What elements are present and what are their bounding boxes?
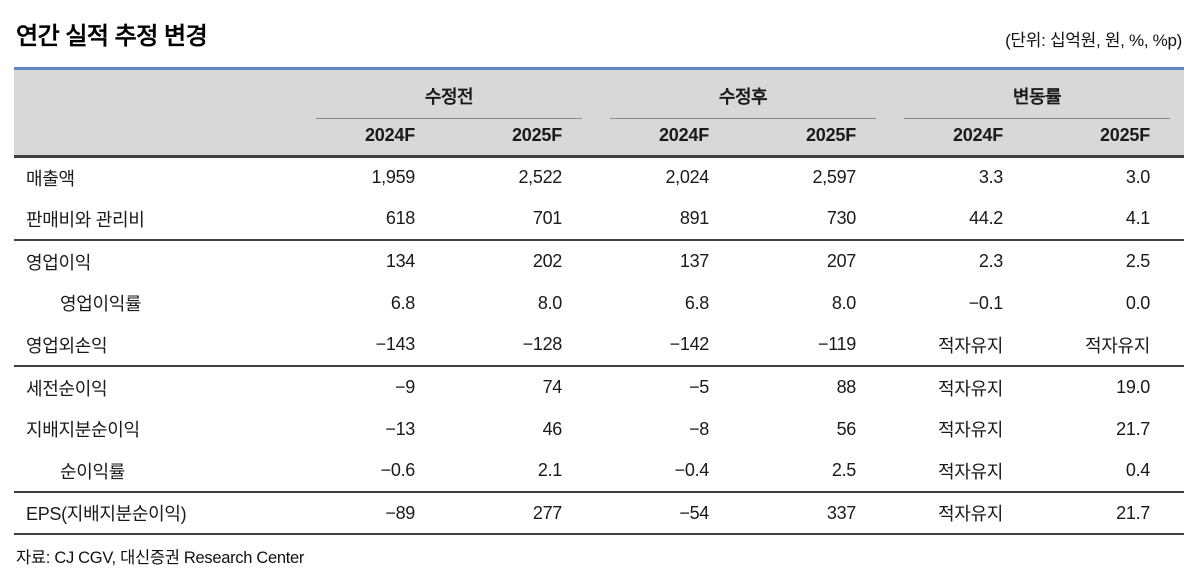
cell-after-2025f: 207: [826, 251, 856, 271]
cell-after-2025f: −119: [817, 334, 856, 354]
cell-before-2025f: 2,522: [518, 167, 562, 188]
cell-change-2024f: 2.3: [978, 251, 1003, 271]
year-header-row: 2024F 2025F 2024F 2025F 2024F 2025F: [14, 119, 1184, 157]
cell-change-2025f: 2.5: [1125, 251, 1150, 271]
row-label: 영업외손익: [26, 335, 108, 356]
table-row: 영업이익률 6.8 8.0 6.8 8.0 −0.1 0.0: [14, 282, 1184, 324]
cell-before-2024f: 6.8: [390, 292, 415, 313]
cell-change-2024f: 적자유지: [937, 378, 1003, 399]
cell-after-2025f: 56: [836, 418, 857, 439]
cell-before-2024f: −13: [385, 418, 415, 439]
title-bar: 연간 실적 추정 변경 (단위: 십억원, 원, %, %p): [14, 16, 1184, 51]
corner-cell: [14, 69, 302, 119]
col-header-2025f: 2025F: [511, 124, 562, 145]
cell-change-2024f: −0.1: [968, 292, 1004, 313]
cell-before-2024f: 134: [385, 251, 415, 271]
group-label: 수정전: [316, 83, 582, 119]
table-row: 순이익률 −0.6 2.1 −0.4 2.5 적자유지 0.4: [14, 450, 1184, 492]
row-label: 매출액: [26, 168, 75, 189]
cell-before-2025f: 2.1: [537, 460, 562, 480]
page-title: 연간 실적 추정 변경: [16, 23, 208, 50]
group-label: 변동률: [904, 83, 1170, 119]
cell-change-2025f: 0.4: [1125, 460, 1150, 480]
table-row: 영업외손익 −143 −128 −142 −119 적자유지 적자유지: [14, 324, 1184, 366]
cell-before-2025f: 701: [532, 208, 562, 228]
row-label: 순이익률: [60, 461, 126, 482]
col-header-2024f: 2024F: [364, 124, 415, 145]
column-group-row: 수정전 수정후 변동률: [14, 69, 1184, 119]
cell-change-2025f: 3.0: [1125, 167, 1150, 188]
cell-before-2025f: 46: [542, 418, 563, 439]
cell-before-2025f: 277: [532, 502, 562, 523]
col-header-2024f: 2024F: [952, 124, 1003, 145]
cell-after-2025f: 8.0: [831, 292, 856, 313]
table-row: 영업이익 134 202 137 207 2.3 2.5: [14, 240, 1184, 282]
cell-before-2024f: −143: [375, 334, 416, 354]
corner-cell: [14, 119, 302, 157]
table-row: 판매비와 관리비 618 701 891 730 44.2 4.1: [14, 198, 1184, 240]
cell-before-2024f: −9: [395, 377, 415, 397]
cell-after-2024f: −0.4: [674, 460, 710, 480]
cell-before-2025f: −128: [522, 334, 563, 354]
table-row: EPS(지배지분순이익) −89 277 −54 337 적자유지 21.7: [14, 492, 1184, 534]
cell-after-2024f: 137: [679, 251, 709, 271]
group-before-revision: 수정전: [302, 69, 596, 119]
table-header: 수정전 수정후 변동률 2024F 2025F 2024F 2025F 2024…: [14, 68, 1184, 157]
cell-after-2024f: 2,024: [665, 167, 709, 188]
group-change-rate: 변동률: [890, 69, 1184, 119]
cell-before-2025f: 8.0: [537, 292, 562, 313]
cell-after-2024f: −8: [689, 418, 709, 439]
cell-before-2024f: 618: [385, 208, 415, 228]
unit-note: (단위: 십억원, 원, %, %p): [1005, 31, 1182, 50]
estimate-revision-table: 수정전 수정후 변동률 2024F 2025F 2024F 2025F 2024…: [14, 67, 1184, 535]
cell-change-2025f: 19.0: [1116, 377, 1150, 397]
cell-change-2024f: 적자유지: [937, 504, 1003, 524]
row-label: 세전순이익: [26, 378, 108, 399]
cell-after-2025f: 2.5: [831, 460, 856, 480]
cell-change-2024f: 3.3: [978, 167, 1003, 188]
cell-after-2024f: 891: [679, 208, 709, 228]
group-label: 수정후: [610, 83, 876, 119]
cell-after-2025f: 730: [826, 208, 856, 228]
cell-before-2024f: −89: [385, 502, 415, 523]
cell-after-2024f: −142: [669, 334, 710, 354]
cell-after-2025f: 2,597: [812, 167, 856, 188]
cell-after-2024f: −54: [679, 502, 709, 523]
table-row: 매출액 1,959 2,522 2,024 2,597 3.3 3.0: [14, 156, 1184, 198]
row-label: EPS(지배지분순이익): [26, 504, 187, 524]
cell-change-2024f: 적자유지: [937, 461, 1003, 482]
table-body: 매출액 1,959 2,522 2,024 2,597 3.3 3.0 판매비와…: [14, 156, 1184, 534]
cell-change-2025f: 4.1: [1125, 208, 1150, 228]
cell-change-2025f: 21.7: [1116, 418, 1150, 439]
col-header-2025f: 2025F: [805, 124, 856, 145]
row-label: 지배지분순이익: [26, 420, 140, 440]
cell-after-2025f: 337: [826, 502, 856, 523]
col-header-2024f: 2024F: [658, 124, 709, 145]
cell-before-2025f: 202: [532, 251, 562, 271]
row-label: 영업이익률: [60, 294, 142, 314]
cell-before-2025f: 74: [542, 377, 563, 397]
source-note: 자료: CJ CGV, 대신증권 Research Center: [16, 549, 305, 567]
cell-change-2025f: 적자유지: [1084, 335, 1150, 356]
cell-change-2025f: 0.0: [1125, 292, 1150, 313]
cell-change-2025f: 21.7: [1116, 502, 1150, 523]
table-row: 세전순이익 −9 74 −5 88 적자유지 19.0: [14, 366, 1184, 408]
cell-change-2024f: 적자유지: [937, 420, 1003, 440]
cell-before-2024f: 1,959: [371, 167, 415, 188]
row-label: 영업이익: [26, 252, 92, 273]
cell-after-2025f: 88: [836, 377, 857, 397]
cell-before-2024f: −0.6: [380, 460, 416, 480]
cell-after-2024f: −5: [689, 377, 709, 397]
cell-after-2024f: 6.8: [684, 292, 709, 313]
table-row: 지배지분순이익 −13 46 −8 56 적자유지 21.7: [14, 408, 1184, 450]
row-label: 판매비와 관리비: [26, 209, 145, 230]
group-after-revision: 수정후: [596, 69, 890, 119]
cell-change-2024f: 적자유지: [937, 335, 1003, 356]
cell-change-2024f: 44.2: [969, 208, 1003, 228]
col-header-2025f: 2025F: [1099, 124, 1150, 145]
